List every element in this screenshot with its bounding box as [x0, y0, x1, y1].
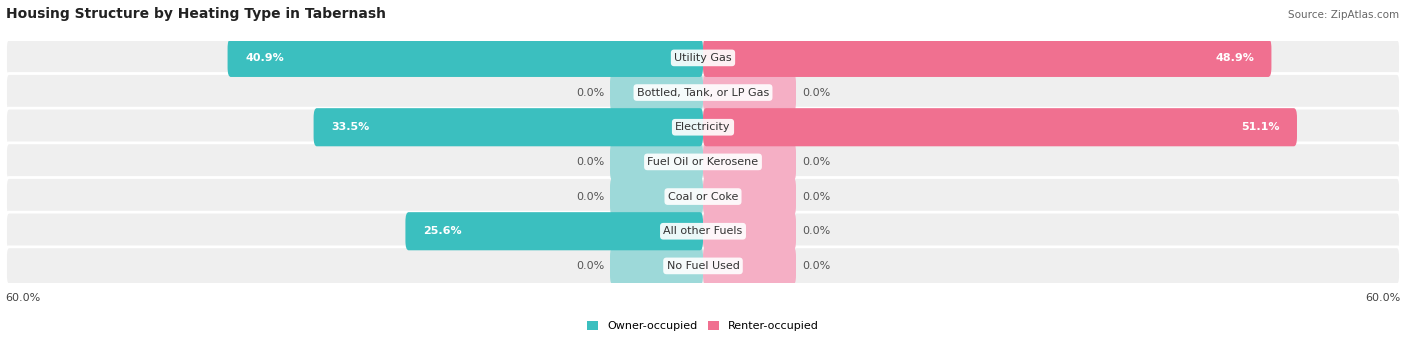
Text: Fuel Oil or Kerosene: Fuel Oil or Kerosene: [647, 157, 759, 167]
FancyBboxPatch shape: [610, 143, 703, 181]
Text: 0.0%: 0.0%: [576, 261, 605, 271]
FancyBboxPatch shape: [6, 74, 1400, 112]
Text: 60.0%: 60.0%: [6, 293, 41, 303]
FancyBboxPatch shape: [610, 247, 703, 285]
FancyBboxPatch shape: [6, 247, 1400, 285]
Text: Housing Structure by Heating Type in Tabernash: Housing Structure by Heating Type in Tab…: [6, 7, 385, 21]
FancyBboxPatch shape: [703, 108, 1296, 146]
Text: Electricity: Electricity: [675, 122, 731, 132]
Text: 60.0%: 60.0%: [1365, 293, 1400, 303]
FancyBboxPatch shape: [703, 74, 796, 112]
Text: Bottled, Tank, or LP Gas: Bottled, Tank, or LP Gas: [637, 88, 769, 98]
FancyBboxPatch shape: [610, 178, 703, 216]
FancyBboxPatch shape: [314, 108, 703, 146]
FancyBboxPatch shape: [405, 212, 703, 250]
Text: 0.0%: 0.0%: [576, 192, 605, 202]
FancyBboxPatch shape: [703, 247, 796, 285]
FancyBboxPatch shape: [6, 178, 1400, 216]
FancyBboxPatch shape: [703, 39, 1271, 77]
Text: Source: ZipAtlas.com: Source: ZipAtlas.com: [1288, 10, 1399, 20]
Text: 33.5%: 33.5%: [330, 122, 370, 132]
FancyBboxPatch shape: [6, 143, 1400, 181]
Text: 48.9%: 48.9%: [1215, 53, 1254, 63]
Legend: Owner-occupied, Renter-occupied: Owner-occupied, Renter-occupied: [586, 321, 820, 331]
FancyBboxPatch shape: [6, 212, 1400, 250]
Text: 25.6%: 25.6%: [423, 226, 461, 236]
Text: 0.0%: 0.0%: [801, 226, 830, 236]
Text: 40.9%: 40.9%: [245, 53, 284, 63]
FancyBboxPatch shape: [6, 39, 1400, 77]
FancyBboxPatch shape: [703, 212, 796, 250]
Text: 0.0%: 0.0%: [576, 88, 605, 98]
Text: 0.0%: 0.0%: [576, 157, 605, 167]
Text: 51.1%: 51.1%: [1241, 122, 1279, 132]
Text: All other Fuels: All other Fuels: [664, 226, 742, 236]
Text: Coal or Coke: Coal or Coke: [668, 192, 738, 202]
Text: Utility Gas: Utility Gas: [675, 53, 731, 63]
FancyBboxPatch shape: [703, 178, 796, 216]
FancyBboxPatch shape: [6, 108, 1400, 146]
Text: 0.0%: 0.0%: [801, 261, 830, 271]
Text: No Fuel Used: No Fuel Used: [666, 261, 740, 271]
FancyBboxPatch shape: [703, 143, 796, 181]
Text: 0.0%: 0.0%: [801, 157, 830, 167]
Text: 0.0%: 0.0%: [801, 192, 830, 202]
Text: 0.0%: 0.0%: [801, 88, 830, 98]
FancyBboxPatch shape: [228, 39, 703, 77]
FancyBboxPatch shape: [610, 74, 703, 112]
